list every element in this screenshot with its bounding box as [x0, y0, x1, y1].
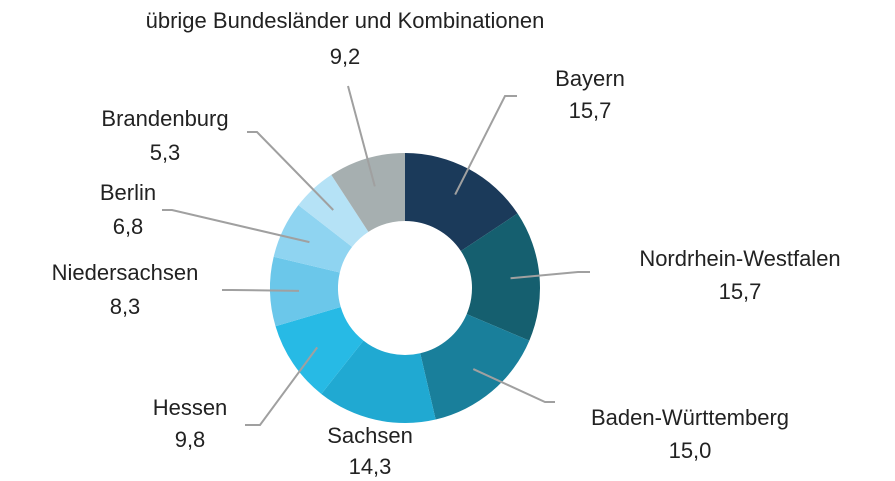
slice-label: Niedersachsen [52, 260, 199, 285]
leader-line [162, 209, 310, 244]
value-label: 8,3 [110, 294, 141, 319]
value-label: 15,7 [569, 98, 612, 123]
donut-slice [460, 213, 540, 341]
value-label: 6,8 [113, 214, 144, 239]
value-label: 9,2 [330, 44, 361, 69]
slice-label: Sachsen [327, 423, 413, 448]
leader-line [454, 95, 517, 196]
slice-label: Hessen [153, 395, 228, 420]
donut-slice [270, 256, 341, 327]
value-label: 14,3 [349, 454, 392, 479]
leader-line [245, 346, 319, 426]
leader-line [472, 368, 555, 403]
slice-label: Baden-Württemberg [591, 405, 789, 430]
leader-line [222, 289, 300, 292]
leader-line [247, 131, 334, 211]
value-label: 15,7 [719, 279, 762, 304]
value-label: 15,0 [669, 438, 712, 463]
donut-slice [331, 153, 405, 232]
value-label: 5,3 [150, 140, 181, 165]
leader-line [347, 85, 376, 187]
donut-slice [275, 306, 364, 394]
donut-slice [405, 153, 518, 251]
donut-slice [420, 314, 530, 420]
leader-line [510, 271, 590, 280]
slice-label: Brandenburg [101, 106, 228, 131]
slice-label: Nordrhein-Westfalen [639, 246, 840, 271]
donut-slice [273, 205, 353, 273]
slice-label: Berlin [100, 180, 156, 205]
slice-label: übrige Bundesländer und Kombinationen [146, 8, 545, 33]
value-label: 9,8 [175, 427, 206, 452]
donut-slice [321, 340, 436, 424]
slice-label: Bayern [555, 66, 625, 91]
